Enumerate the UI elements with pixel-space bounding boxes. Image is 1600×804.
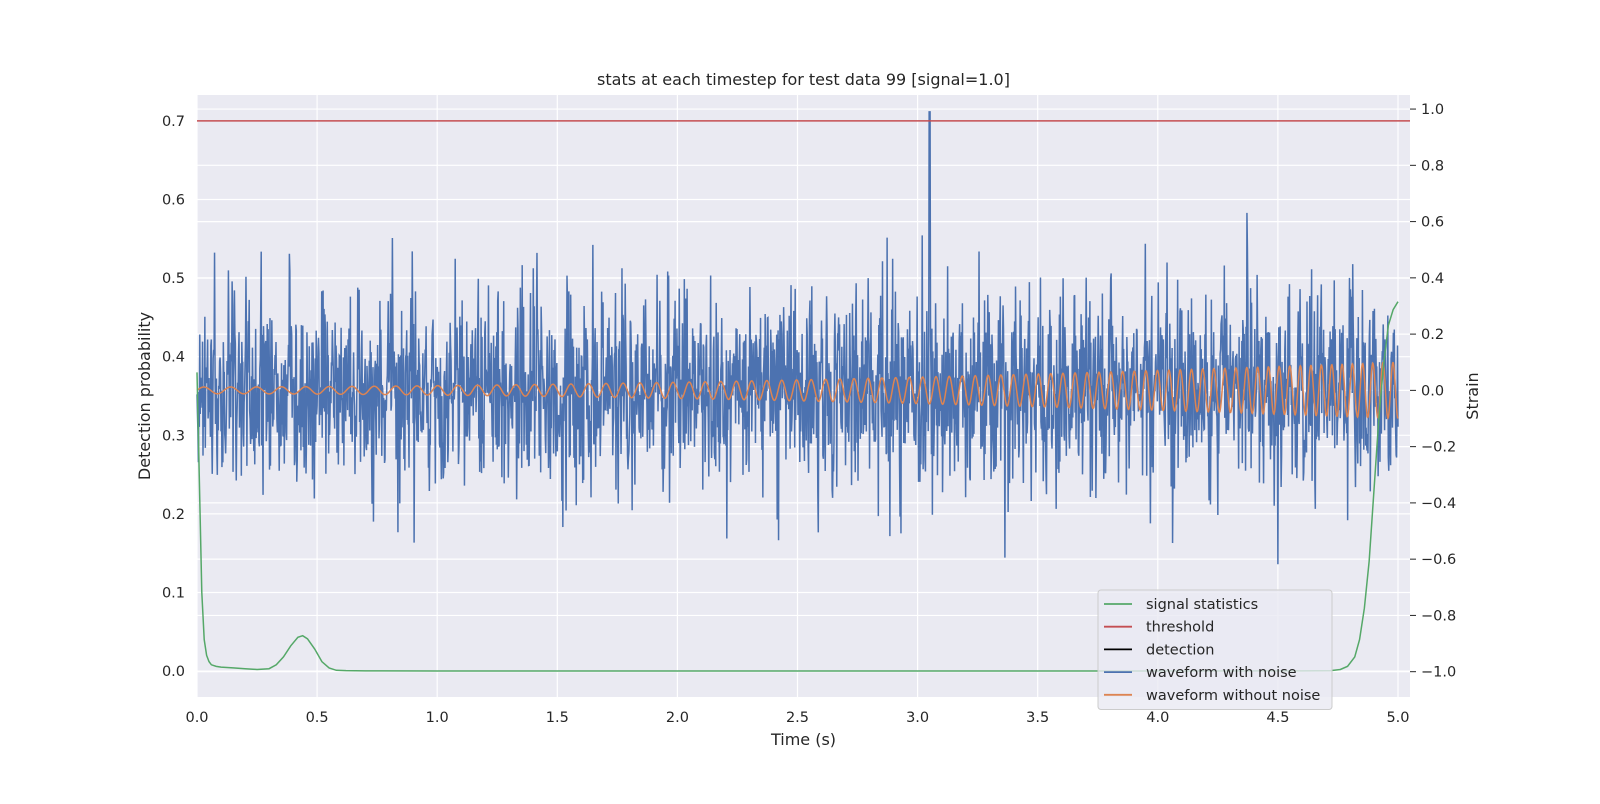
legend-box <box>1097 589 1333 710</box>
y-axis-label-left: Detection probability <box>135 312 154 480</box>
legend-item: waveform without noise <box>1104 688 1320 704</box>
x-axis-label: Time (s) <box>770 730 836 749</box>
y-left-tick-label: 0.2 <box>162 507 185 523</box>
legend-label: waveform with noise <box>1146 665 1297 681</box>
legend-item: threshold <box>1104 620 1214 636</box>
y-right-tick-label: −0.2 <box>1421 440 1456 456</box>
x-tick-label: 3.5 <box>1026 710 1049 726</box>
y-right-tick-label: 1.0 <box>1421 102 1444 118</box>
y-left-tick-label: 0.6 <box>162 193 185 209</box>
legend-label: detection <box>1146 642 1214 658</box>
chart-title: stats at each timestep for test data 99 … <box>597 70 1010 89</box>
x-tick-label: 5.0 <box>1386 710 1409 726</box>
x-tick-label: 4.5 <box>1266 710 1289 726</box>
legend-item: signal statistics <box>1104 597 1258 613</box>
y-left-tick-label: 0.1 <box>162 585 185 601</box>
legend-item: waveform with noise <box>1104 665 1297 681</box>
axes: 0.0 0.5 1.0 1.5 2.0 2.5 3.0 3.5 4.0 4.5 5.0 0.0 0.1 0… <box>162 102 1456 726</box>
legend-label: signal statistics <box>1146 597 1258 613</box>
y-right-tick-label: 0.4 <box>1421 271 1444 287</box>
x-tick-label: 0.5 <box>306 710 329 726</box>
legend-entries: signal statistics threshold detection wavef… <box>1104 597 1320 704</box>
y-right-tick-label: 0.2 <box>1421 327 1444 343</box>
x-tick-label: 1.5 <box>546 710 569 726</box>
y-right-tick-label: 0.0 <box>1421 383 1444 399</box>
y-axis-label-right: Strain <box>1463 372 1482 419</box>
signal-statistics-line <box>196 301 1399 672</box>
y-left-tick-label: 0.3 <box>162 428 185 444</box>
y-left-tick-label: 0.0 <box>162 664 185 680</box>
waveform-without-noise-line <box>196 361 1399 420</box>
legend-label: threshold <box>1146 620 1214 636</box>
x-tick-label: 0.0 <box>185 710 208 726</box>
y-right-tick-label: 0.8 <box>1421 158 1444 174</box>
legend-label: waveform without noise <box>1146 688 1320 704</box>
x-tick-label: 4.0 <box>1146 710 1169 726</box>
waveform-with-noise-line <box>196 111 1399 565</box>
y-right-tick-label: −0.8 <box>1421 608 1456 624</box>
y-left-tick-label: 0.4 <box>162 350 185 366</box>
x-tick-label: 1.0 <box>426 710 449 726</box>
data-layer <box>196 111 1410 672</box>
x-tick-label: 2.5 <box>786 710 809 726</box>
x-tick-label: 3.0 <box>906 710 929 726</box>
y-right-tick-label: −1.0 <box>1421 665 1456 681</box>
x-tick-label: 2.0 <box>666 710 689 726</box>
y-left-tick-label: 0.5 <box>162 271 185 287</box>
legend-item: detection <box>1104 642 1214 658</box>
y-right-tick-label: −0.6 <box>1421 552 1456 568</box>
legend: signal statistics threshold detection wavef… <box>1097 589 1333 710</box>
y-left-tick-label: 0.7 <box>162 114 185 130</box>
y-right-tick-label: 0.6 <box>1421 215 1444 231</box>
y-right-tick-label: −0.4 <box>1421 496 1456 512</box>
